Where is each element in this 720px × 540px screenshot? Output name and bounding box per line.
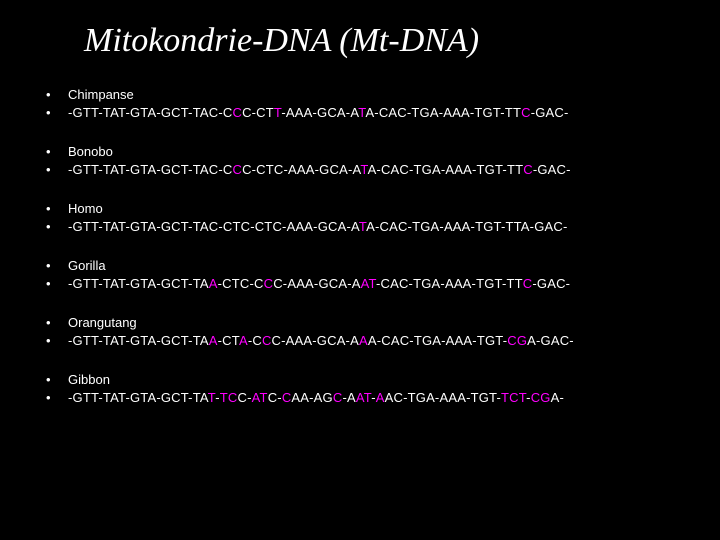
bullet-icon: • <box>44 218 68 236</box>
sequence-span: A-CAC-TGA-AAA-TGT-TT <box>365 105 521 120</box>
bullet-icon: • <box>44 200 68 218</box>
sequence-span: -CAC-TGA-AAA-TGT-TT <box>376 276 523 291</box>
mutation-span: TCT <box>501 390 526 405</box>
species-list: •Chimpanse•-GTT-TAT-GTA-GCT-TAC-CCC-CTT-… <box>44 86 676 407</box>
species-name: Orangutang <box>68 314 676 332</box>
sequence-span: -C <box>248 333 262 348</box>
bullet-row: •-GTT-TAT-GTA-GCT-TAC-CCC-CTT-AAA-GCA-AT… <box>44 104 676 122</box>
bullet-icon: • <box>44 314 68 332</box>
mutation-span: C <box>523 276 533 291</box>
mutation-span: AT <box>361 276 376 291</box>
slide-title: Mitokondrie-DNA (Mt-DNA) <box>84 22 676 60</box>
mutation-span: T <box>360 162 367 177</box>
mutation-span: A <box>359 333 368 348</box>
species-block: •Chimpanse•-GTT-TAT-GTA-GCT-TAC-CCC-CTT-… <box>44 86 676 121</box>
bullet-row: •-GTT-TAT-GTA-GCT-TAT-TCC-ATC-CAA-AGC-AA… <box>44 389 676 407</box>
mutation-span: CG <box>531 390 551 405</box>
sequence-span: A-GAC- <box>527 333 574 348</box>
sequence-span: -GAC- <box>533 162 571 177</box>
sequence-span: C- <box>268 390 282 405</box>
sequence-span: -GTT-TAT-GTA-GCT-TA <box>68 276 209 291</box>
bullet-row: •Homo <box>44 200 676 218</box>
mutation-span: TC <box>220 390 238 405</box>
bullet-icon: • <box>44 143 68 161</box>
sequence-span: C-CTC-AAA-GCA-A <box>242 162 360 177</box>
mutation-span: C <box>282 390 292 405</box>
bullet-icon: • <box>44 161 68 179</box>
sequence-span: C-AAA-GCA-A <box>272 333 359 348</box>
species-sequence: -GTT-TAT-GTA-GCT-TAC-CCC-CTC-AAA-GCA-ATA… <box>68 161 676 179</box>
sequence-span: -GTT-TAT-GTA-GCT-TAC-CTC-CTC-AAA-GCA-A <box>68 219 359 234</box>
mutation-span: C <box>232 162 242 177</box>
bullet-row: •-GTT-TAT-GTA-GCT-TAC-CCC-CTC-AAA-GCA-AT… <box>44 161 676 179</box>
species-name: Gibbon <box>68 371 676 389</box>
bullet-icon: • <box>44 86 68 104</box>
bullet-icon: • <box>44 257 68 275</box>
sequence-span: -GTT-TAT-GTA-GCT-TAC-C <box>68 162 232 177</box>
sequence-span: C-AAA-GCA-A <box>273 276 360 291</box>
mutation-span: C <box>264 276 274 291</box>
mutation-span: C <box>523 162 533 177</box>
species-block: •Homo•-GTT-TAT-GTA-GCT-TAC-CTC-CTC-AAA-G… <box>44 200 676 235</box>
sequence-span: AC-TGA-AAA-TGT- <box>385 390 501 405</box>
mutation-span: A <box>376 390 385 405</box>
sequence-span: C- <box>238 390 252 405</box>
sequence-span: AA-AG <box>291 390 332 405</box>
mutation-span: AT <box>252 390 268 405</box>
bullet-row: •Gibbon <box>44 371 676 389</box>
mutation-span: A <box>209 276 218 291</box>
sequence-span: -GTT-TAT-GTA-GCT-TAC-C <box>68 105 232 120</box>
species-name: Chimpanse <box>68 86 676 104</box>
mutation-span: A <box>209 333 218 348</box>
species-name: Gorilla <box>68 257 676 275</box>
species-sequence: -GTT-TAT-GTA-GCT-TAA-CTA-CCC-AAA-GCA-AAA… <box>68 332 676 350</box>
sequence-span: -GTT-TAT-GTA-GCT-TA <box>68 390 208 405</box>
species-sequence: -GTT-TAT-GTA-GCT-TAC-CTC-CTC-AAA-GCA-ATA… <box>68 218 676 236</box>
sequence-span: -AAA-GCA-A <box>281 105 358 120</box>
mutation-span: CG <box>507 333 527 348</box>
mutation-span: A <box>239 333 248 348</box>
sequence-span: -CT <box>218 333 239 348</box>
bullet-row: •Gorilla <box>44 257 676 275</box>
bullet-row: •Bonobo <box>44 143 676 161</box>
sequence-span: -A <box>342 390 355 405</box>
bullet-icon: • <box>44 275 68 293</box>
sequence-span: -CTC-C <box>218 276 264 291</box>
species-block: •Gibbon•-GTT-TAT-GTA-GCT-TAT-TCC-ATC-CAA… <box>44 371 676 406</box>
sequence-span: C-CT <box>242 105 274 120</box>
bullet-icon: • <box>44 389 68 407</box>
sequence-span: -GAC- <box>532 276 570 291</box>
bullet-icon: • <box>44 332 68 350</box>
species-sequence: -GTT-TAT-GTA-GCT-TAA-CTC-CCC-AAA-GCA-AAT… <box>68 275 676 293</box>
species-sequence: -GTT-TAT-GTA-GCT-TAT-TCC-ATC-CAA-AGC-AAT… <box>68 389 676 407</box>
mutation-span: C <box>232 105 242 120</box>
mutation-span: C <box>262 333 272 348</box>
species-block: •Bonobo•-GTT-TAT-GTA-GCT-TAC-CCC-CTC-AAA… <box>44 143 676 178</box>
species-block: •Orangutang•-GTT-TAT-GTA-GCT-TAA-CTA-CCC… <box>44 314 676 349</box>
bullet-row: •Chimpanse <box>44 86 676 104</box>
mutation-span: C <box>521 105 531 120</box>
bullet-row: •-GTT-TAT-GTA-GCT-TAC-CTC-CTC-AAA-GCA-AT… <box>44 218 676 236</box>
sequence-span: A-CAC-TGA-AAA-TGT-TT <box>368 162 524 177</box>
species-block: •Gorilla•-GTT-TAT-GTA-GCT-TAA-CTC-CCC-AA… <box>44 257 676 292</box>
species-sequence: -GTT-TAT-GTA-GCT-TAC-CCC-CTT-AAA-GCA-ATA… <box>68 104 676 122</box>
bullet-row: •Orangutang <box>44 314 676 332</box>
species-name: Homo <box>68 200 676 218</box>
bullet-icon: • <box>44 371 68 389</box>
mutation-span: AT <box>356 390 371 405</box>
sequence-span: A-CAC-TGA-AAA-TGT- <box>368 333 507 348</box>
sequence-span: A-CAC-TGA-AAA-TGT-TTA-GAC- <box>366 219 567 234</box>
sequence-span: -GAC- <box>531 105 569 120</box>
species-name: Bonobo <box>68 143 676 161</box>
bullet-row: •-GTT-TAT-GTA-GCT-TAA-CTA-CCC-AAA-GCA-AA… <box>44 332 676 350</box>
bullet-row: •-GTT-TAT-GTA-GCT-TAA-CTC-CCC-AAA-GCA-AA… <box>44 275 676 293</box>
sequence-span: A- <box>551 390 564 405</box>
bullet-icon: • <box>44 104 68 122</box>
slide: Mitokondrie-DNA (Mt-DNA) •Chimpanse•-GTT… <box>0 0 720 540</box>
sequence-span: -GTT-TAT-GTA-GCT-TA <box>68 333 209 348</box>
